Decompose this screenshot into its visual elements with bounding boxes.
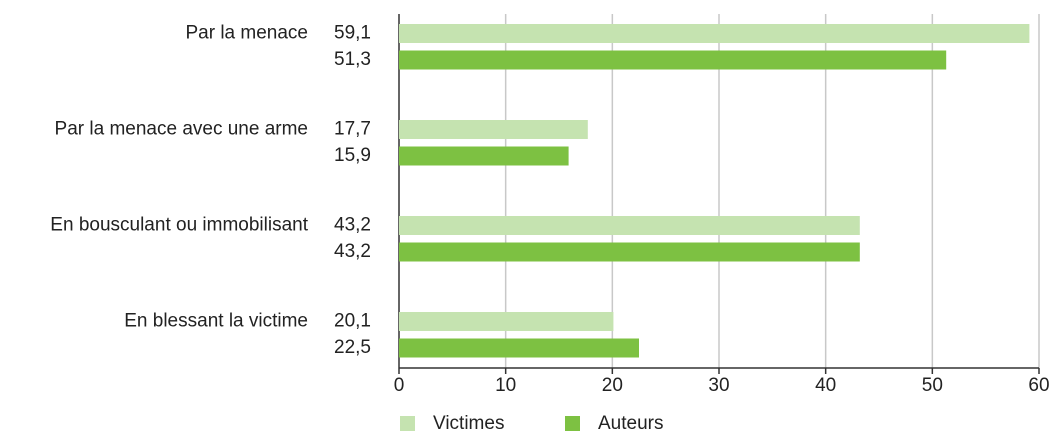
x-tick-label: 20 xyxy=(602,375,623,396)
category-label: En blessant la victime xyxy=(124,311,308,332)
category-label: Par la menace xyxy=(185,23,308,44)
legend-label: Auteurs xyxy=(598,413,663,434)
x-tick-label: 30 xyxy=(708,375,729,396)
legend-label: Victimes xyxy=(433,413,504,434)
value-label: 59,1 xyxy=(334,23,371,44)
legend-swatch xyxy=(400,416,415,431)
x-tick-label: 40 xyxy=(815,375,836,396)
x-tick-label: 0 xyxy=(394,375,405,396)
bar xyxy=(399,242,860,262)
value-label: 43,2 xyxy=(334,215,371,236)
bar xyxy=(399,50,947,70)
value-label: 17,7 xyxy=(334,119,371,140)
category-label: Par la menace avec une arme xyxy=(55,119,308,140)
value-label: 43,2 xyxy=(334,241,371,262)
value-label: 20,1 xyxy=(334,311,371,332)
value-label: 22,5 xyxy=(334,337,371,358)
x-tick-label: 60 xyxy=(1028,375,1049,396)
bar xyxy=(399,338,639,358)
value-label: 15,9 xyxy=(334,145,371,166)
category-label: En bousculant ou immobilisant xyxy=(50,215,308,236)
bar xyxy=(399,24,1030,43)
bar xyxy=(399,146,569,166)
bar xyxy=(399,216,860,235)
value-label: 51,3 xyxy=(334,49,371,70)
bar xyxy=(399,312,614,331)
x-tick-label: 10 xyxy=(495,375,516,396)
x-tick-label: 50 xyxy=(922,375,943,396)
legend-swatch xyxy=(565,416,580,431)
bar xyxy=(399,120,588,139)
